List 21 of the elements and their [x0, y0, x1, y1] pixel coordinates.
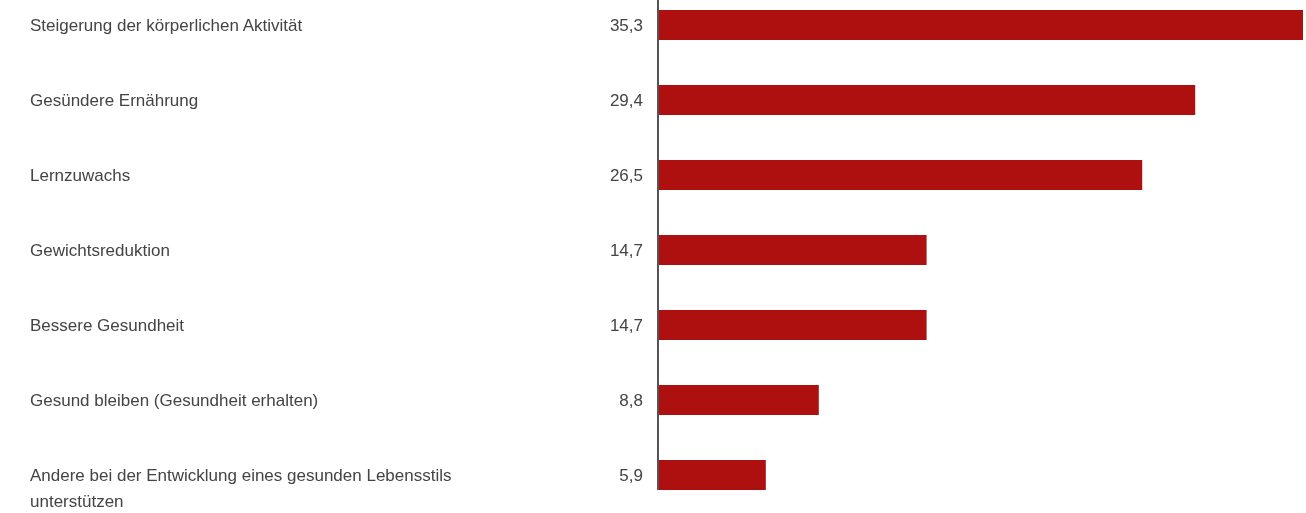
data-label: 14,7 — [609, 316, 643, 335]
data-label: 26,5 — [609, 166, 643, 185]
bar — [658, 85, 1196, 115]
bar — [658, 310, 927, 340]
y-tick-label: Gewichtsreduktion — [30, 241, 170, 260]
bar — [658, 385, 819, 415]
bar — [658, 160, 1143, 190]
data-label: 8,8 — [619, 391, 643, 410]
data-label: 35,3 — [609, 16, 643, 35]
y-tick-label: Gesund bleiben (Gesundheit erhalten) — [30, 391, 319, 410]
y-tick-label: Lernzuwachs — [30, 166, 131, 185]
bar — [658, 10, 1303, 40]
y-tick-label: Bessere Gesundheit — [30, 316, 185, 335]
y-tick-label: Gesündere Ernährung — [30, 91, 199, 110]
y-tick-label: Andere bei der Entwicklung eines gesunden Lebensstils unterstützen — [30, 466, 452, 511]
y-tick-label: Steigerung der körperlichen Aktivität — [30, 16, 303, 35]
data-label: 5,9 — [619, 466, 643, 485]
bar — [658, 235, 927, 265]
data-label: 29,4 — [609, 91, 643, 110]
data-label: 14,7 — [609, 241, 643, 260]
bar — [658, 460, 766, 490]
